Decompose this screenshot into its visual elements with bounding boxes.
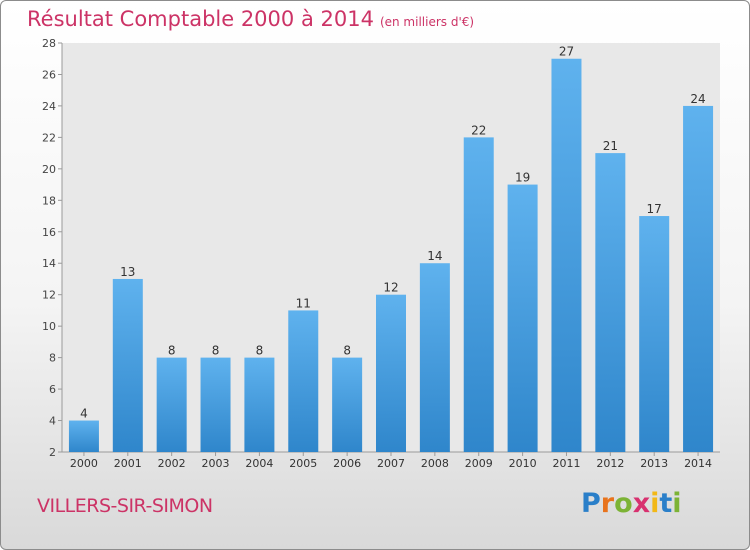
bar-value-label-2000: 4 (80, 407, 88, 421)
y-tick-label: 2 (49, 446, 56, 459)
x-tick-label-2010: 2010 (509, 457, 537, 470)
logo-letter: t (659, 488, 673, 519)
bar-2008[interactable] (419, 263, 450, 452)
y-tick-label: 24 (42, 100, 56, 113)
chart-subtitle: (en milliers d'€) (379, 15, 475, 29)
bar-2012[interactable] (595, 153, 626, 452)
logo-letter: o (614, 488, 633, 519)
x-tick-label-2012: 2012 (596, 457, 624, 470)
bar-2005[interactable] (288, 310, 319, 452)
logo-letter: x (632, 488, 651, 519)
bar-value-label-2002: 8 (168, 344, 176, 358)
bar-2013[interactable] (639, 216, 670, 452)
bar-2001[interactable] (112, 278, 143, 452)
x-tick-label-2013: 2013 (640, 457, 668, 470)
bar-value-label-2010: 19 (515, 171, 530, 185)
x-tick-label-2007: 2007 (377, 457, 405, 470)
chart-title: Résultat Comptable 2000 à 2014 (en millie… (27, 7, 474, 31)
x-tick-label-2003: 2003 (202, 457, 230, 470)
x-tick-label-2014: 2014 (684, 457, 712, 470)
logo-letter: P (581, 488, 601, 519)
bar-2007[interactable] (376, 294, 406, 452)
y-tick-label: 26 (42, 68, 56, 81)
x-tick-label-2004: 2004 (245, 457, 273, 470)
logo-letter: i (650, 488, 660, 519)
bar-2014[interactable] (683, 105, 714, 452)
x-tick-label-2000: 2000 (70, 457, 98, 470)
bar-2002[interactable] (156, 357, 187, 452)
bar-value-label-2003: 8 (212, 344, 220, 358)
bar-value-label-2007: 12 (383, 281, 398, 295)
bar-value-label-2012: 21 (603, 139, 618, 153)
bar-value-label-2009: 22 (471, 123, 486, 137)
bar-2004[interactable] (244, 357, 275, 452)
bar-value-label-2005: 11 (296, 296, 311, 310)
bar-2003[interactable] (200, 357, 231, 452)
y-tick-label: 18 (42, 194, 56, 207)
chart-title-text: Résultat Comptable 2000 à 2014 (27, 7, 374, 31)
y-tick-label: 28 (42, 37, 56, 50)
bar-value-label-2004: 8 (256, 344, 264, 358)
y-tick-label: 22 (42, 131, 56, 144)
bar-value-label-2006: 8 (343, 344, 351, 358)
logo-letter: i (672, 488, 682, 519)
proxiti-logo[interactable]: Proxiti (581, 488, 682, 519)
y-tick-label: 14 (42, 257, 56, 270)
y-tick-label: 4 (49, 415, 56, 428)
logo-letter: r (600, 488, 615, 519)
x-tick-label-2006: 2006 (333, 457, 361, 470)
bar-2011[interactable] (551, 58, 582, 452)
commune-name: VILLERS-SIR-SIMON (37, 495, 213, 517)
x-tick-label-2009: 2009 (465, 457, 493, 470)
bar-value-label-2014: 24 (690, 92, 705, 106)
x-tick-label-2002: 2002 (158, 457, 186, 470)
x-tick-label-2008: 2008 (421, 457, 449, 470)
x-tick-label-2001: 2001 (114, 457, 142, 470)
y-tick-label: 6 (49, 383, 56, 396)
y-tick-label: 12 (42, 289, 56, 302)
bar-2009[interactable] (463, 137, 494, 452)
y-tick-label: 16 (42, 226, 56, 239)
bar-value-label-2011: 27 (559, 45, 574, 59)
bar-2000[interactable] (68, 420, 99, 452)
bar-value-label-2013: 17 (647, 202, 662, 216)
y-tick-label: 20 (42, 163, 56, 176)
bar-2010[interactable] (507, 184, 538, 453)
x-tick-label-2005: 2005 (289, 457, 317, 470)
x-tick-label-2011: 2011 (552, 457, 580, 470)
y-tick-label: 10 (42, 320, 56, 333)
bar-value-label-2001: 13 (120, 265, 135, 279)
bar-2006[interactable] (332, 357, 363, 452)
bar-value-label-2008: 14 (427, 249, 442, 263)
y-tick-label: 8 (49, 352, 56, 365)
